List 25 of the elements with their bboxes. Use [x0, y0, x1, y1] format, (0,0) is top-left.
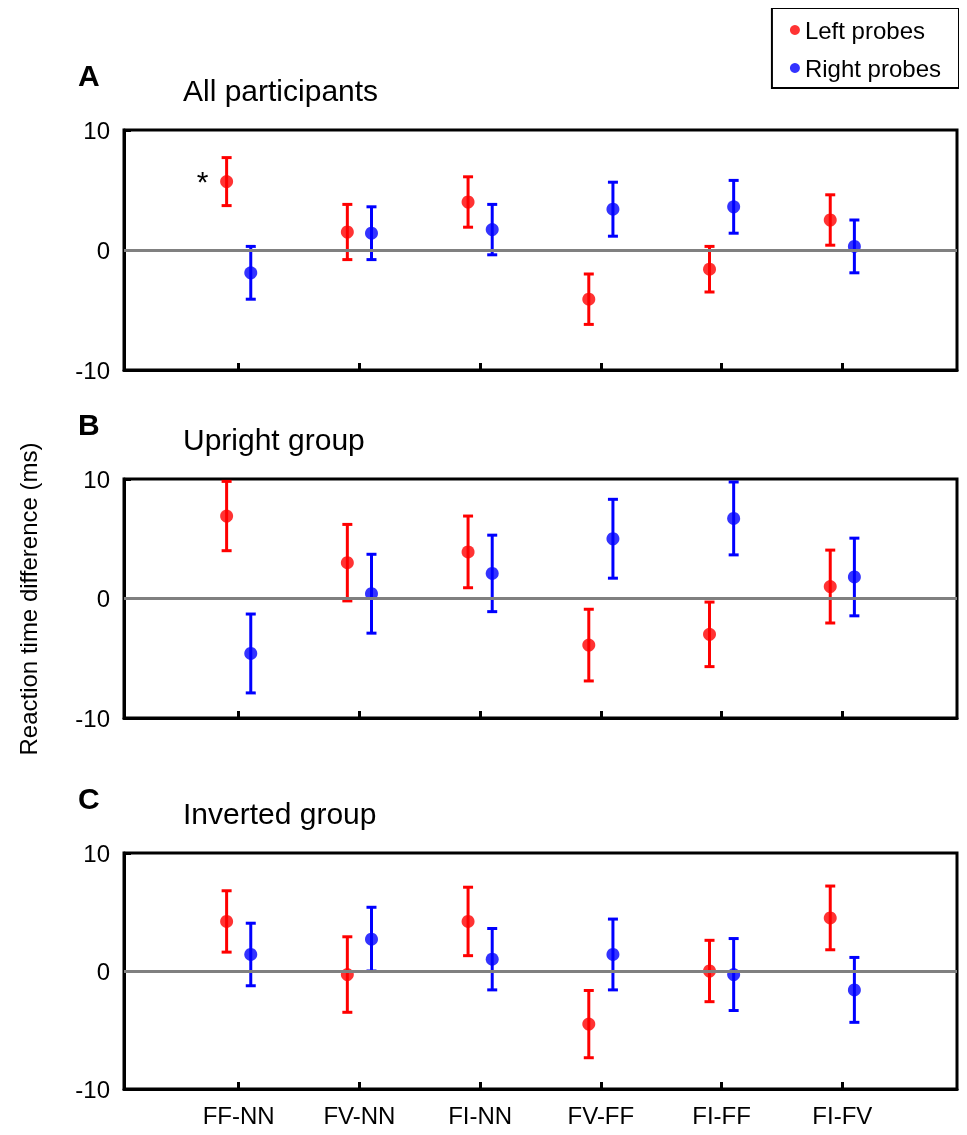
legend-label: Left probes [804, 16, 926, 44]
chart-title: Inverted group [183, 796, 377, 830]
y-tick-label: 0 [96, 585, 110, 612]
legend-label: Right probes [804, 54, 941, 82]
y-tick-label: 10 [83, 116, 110, 144]
text: B [78, 407, 100, 441]
x-tick-label: FF-NN [202, 1101, 275, 1129]
chart-title: Upright group [183, 422, 365, 456]
x-tick-label: FV-NN [323, 1101, 396, 1129]
text: C [78, 781, 100, 815]
y-tick-label: 0 [96, 236, 110, 264]
x-tick-label: FV-FF [567, 1101, 635, 1129]
y-tick-label: -10 [75, 704, 110, 732]
x-tick-label: FI-NN [448, 1101, 513, 1129]
y-tick-label: -10 [75, 356, 110, 384]
annotation: * [196, 165, 209, 199]
y-tick-label: -10 [75, 1075, 110, 1103]
x-tick-label: FI-FV [812, 1101, 873, 1129]
x-tick-label: FI-FF [692, 1101, 751, 1129]
text: A [78, 58, 100, 92]
y-tick-label: 10 [83, 839, 110, 867]
chart-title: All participants [183, 73, 379, 107]
y-tick-label: 10 [83, 465, 110, 493]
y-tick-label: 0 [96, 957, 110, 985]
y-axis-title: Reaction time difference (ms) [14, 442, 43, 756]
